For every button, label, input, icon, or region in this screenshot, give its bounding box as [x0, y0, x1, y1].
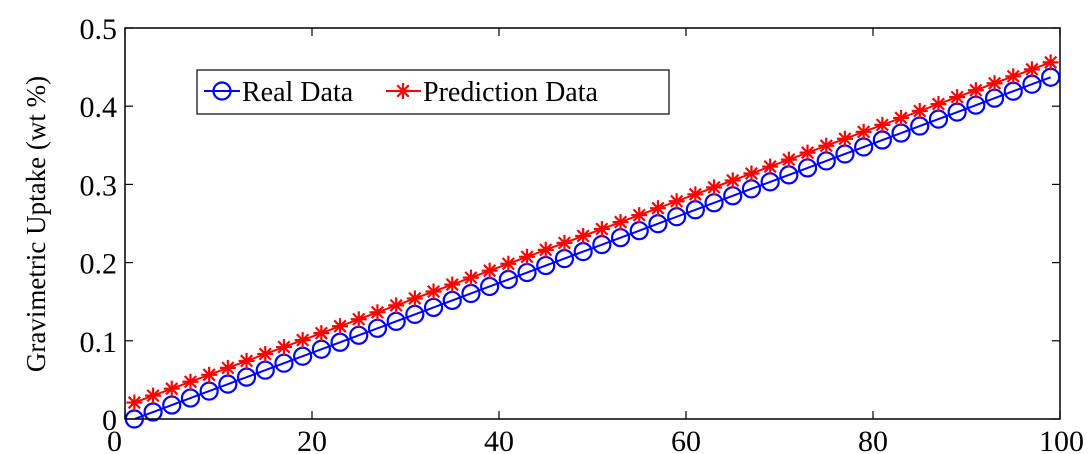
data-point: [706, 179, 723, 196]
data-point: [724, 172, 741, 189]
legend-marker-real-data: [212, 81, 232, 101]
plot-frame: [124, 27, 1061, 420]
data-point: [874, 116, 891, 133]
y-tick-label: 0.2: [80, 248, 118, 281]
legend: Real Data Prediction Data: [196, 69, 670, 115]
data-point: [911, 103, 928, 120]
data-point: [163, 380, 180, 397]
x-tick-label: 20: [297, 425, 327, 454]
series-line: [134, 76, 1051, 420]
y-axis-title: Gravimetric Uptake (wt %): [21, 76, 51, 372]
data-point: [388, 297, 405, 314]
data-point: [425, 283, 442, 300]
data-point: [575, 227, 592, 244]
data-point: [743, 165, 760, 182]
y-tick-label: 0.5: [80, 13, 118, 46]
x-tick-label: 0: [107, 425, 122, 454]
series-prediction-data: [126, 54, 1059, 411]
legend-marker-prediction-data: [395, 83, 411, 99]
series-line: [134, 61, 1051, 404]
data-point: [631, 207, 648, 224]
data-point: [668, 193, 685, 210]
data-point: [537, 241, 554, 258]
data-point: [313, 325, 330, 342]
data-point: [519, 248, 536, 265]
x-tick-label: 40: [484, 425, 514, 454]
data-point: [332, 318, 349, 335]
data-point: [238, 352, 255, 369]
data-point: [444, 276, 461, 293]
data-point: [836, 130, 853, 147]
data-point: [762, 158, 779, 175]
data-point: [687, 186, 704, 203]
data-point: [855, 123, 872, 140]
x-tick-label: 60: [671, 425, 701, 454]
x-tick-label: 80: [858, 425, 888, 454]
data-point: [593, 221, 610, 238]
y-tick-label: 0.3: [80, 169, 118, 202]
data-point: [1042, 54, 1059, 71]
data-point: [294, 332, 311, 349]
data-point: [967, 82, 984, 99]
data-point: [257, 345, 274, 362]
data-point: [462, 269, 479, 286]
legend-markers: [204, 81, 421, 101]
data-point: [406, 290, 423, 307]
series-real-data: [124, 67, 1061, 429]
series-layer: [124, 54, 1061, 429]
data-point: [649, 200, 666, 217]
data-point: [780, 151, 797, 168]
data-point: [893, 109, 910, 126]
legend-box: [196, 69, 670, 115]
data-point: [275, 339, 292, 356]
y-tick-label: 0: [102, 404, 117, 437]
x-tick-label: 100: [1039, 425, 1084, 454]
data-point: [949, 89, 966, 106]
data-point: [201, 366, 218, 383]
data-point: [500, 255, 517, 272]
data-point: [930, 96, 947, 113]
data-point: [799, 144, 816, 161]
data-point: [219, 359, 236, 376]
data-point: [1023, 61, 1040, 78]
data-point: [818, 137, 835, 154]
data-point: [1005, 68, 1022, 85]
data-point: [369, 304, 386, 321]
data-point: [350, 311, 367, 328]
y-tick-label: 0.1: [80, 326, 118, 359]
data-point: [126, 394, 143, 411]
data-point: [145, 387, 162, 404]
ticks-layer: 0 20 40 60 80 100 0 0.1 0.2 0.3 0.4 0.5: [80, 13, 1085, 454]
data-point: [986, 75, 1003, 92]
data-point: [556, 234, 573, 251]
legend-label-real-data: Real Data: [242, 77, 354, 108]
legend-label-prediction-data: Prediction Data: [423, 77, 599, 108]
data-point: [612, 214, 629, 231]
y-tick-label: 0.4: [80, 91, 118, 124]
data-point: [481, 262, 498, 279]
data-point: [182, 373, 199, 390]
